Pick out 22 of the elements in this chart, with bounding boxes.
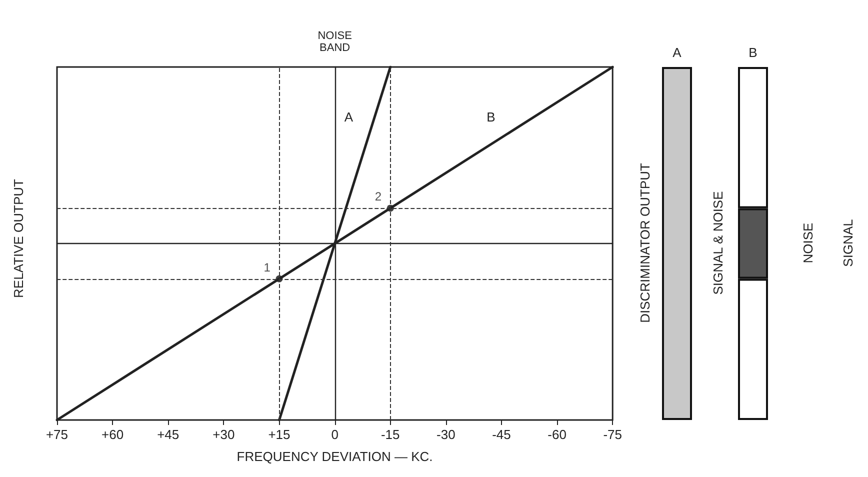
x-tick-label: -30	[436, 427, 456, 442]
annotation: 2	[374, 190, 382, 204]
series-label: A	[344, 110, 354, 125]
annotation: DISCRIMINATOR OUTPUT	[638, 163, 652, 323]
x-tick-label: -60	[548, 427, 566, 442]
x-tick-label: -15	[380, 427, 400, 442]
series-label: B	[486, 110, 496, 125]
x-axis-title: FREQUENCY DEVIATION — KC.	[236, 449, 433, 464]
x-tick-label: +60	[102, 427, 124, 442]
x-tick-label: -45	[492, 427, 511, 442]
x-tick-label: +15	[268, 427, 290, 442]
x-tick-label: 0	[331, 427, 338, 442]
x-tick-label: -75	[603, 427, 622, 442]
text: SIGNAL	[840, 219, 856, 267]
text: NOISE BAND	[318, 30, 352, 54]
x-tick-label: +75	[46, 427, 68, 442]
x-tick-label: +45	[157, 427, 180, 442]
annotation: SIGNAL & NOISE	[710, 190, 726, 295]
x-tick-label: +30	[212, 427, 235, 442]
annotation: 1	[264, 260, 271, 274]
text: NOISE	[800, 222, 816, 264]
y-axis-title: RELATIVE OUTPUT	[11, 178, 26, 298]
